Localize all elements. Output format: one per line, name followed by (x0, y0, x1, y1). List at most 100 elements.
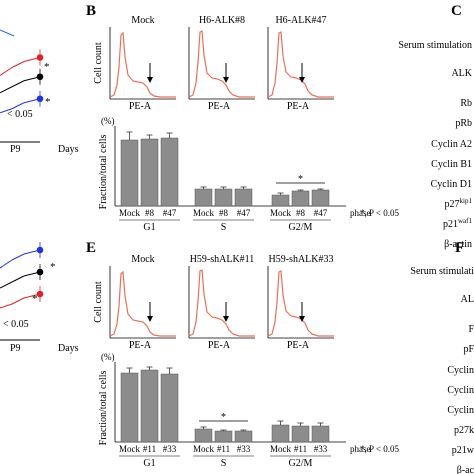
left-bottom-series-line (11, 275, 25, 283)
panel-label-f: F (455, 240, 464, 256)
panel-b-category-label: Mock (119, 208, 140, 218)
panel-b-bar (234, 188, 253, 207)
left-bottom-series-point (36, 268, 44, 276)
panel-e-category-label: #33 (314, 444, 328, 454)
panel-b-hist-xlabel: PE-A (208, 101, 231, 112)
panel-b-group-label: S (221, 222, 227, 233)
panel-e-hist-title: H59-shALK#11 (190, 254, 255, 265)
panel-e-hist-curve (109, 270, 176, 337)
panel-e-hist-xlabel: PE-A (208, 340, 231, 351)
panel-e-sig-star: * (221, 412, 226, 423)
panel-e-bar (311, 425, 330, 443)
left-top-series-line (0, 86, 13, 94)
left-top-series-line (0, 108, 13, 114)
panel-e-hist-title: Mock (131, 254, 154, 265)
panel-f-protein-label: Cyclin (447, 385, 474, 396)
panel-b-category-label: #47 (237, 208, 251, 218)
panel-e-hist-curve (267, 270, 334, 337)
panel-b-hist-xlabel: PE-A (129, 101, 152, 112)
panel-b-bar (214, 188, 233, 207)
left-top-days-label: Days (58, 144, 79, 155)
panel-e-category-label: #33 (163, 444, 177, 454)
panel-b-hist-arrowhead (147, 77, 153, 83)
left-top-series-line (0, 67, 13, 76)
panel-b-category-label: Mock (270, 208, 291, 218)
panel-e-unit-label: (%) (101, 352, 115, 362)
panel-e-category-label: Mock (193, 444, 214, 454)
panel-b-ylabel: Fraction/total cells (98, 135, 109, 210)
panel-b-bar (140, 138, 159, 207)
panel-e-hist-xlabel: PE-A (287, 340, 310, 351)
left-top-series-point (36, 73, 44, 81)
panel-f-protein-label: AL (461, 294, 474, 305)
panel-c-protein-label: β-actin (444, 239, 472, 250)
panel-e-category-label: #33 (237, 444, 251, 454)
panel-b-hist-title: Mock (131, 15, 154, 26)
panel-e-category-label: #11 (143, 444, 156, 454)
panel-e-category-label: #11 (294, 444, 307, 454)
left-bottom-sig-star: * (50, 261, 56, 273)
panel-e-hist-xlabel: PE-A (129, 340, 152, 351)
left-bottom-series-point (36, 290, 44, 298)
panel-f-protein-label: p27k (454, 425, 474, 436)
panel-e-group-label: G1 (143, 458, 155, 469)
panel-e-ylabel: Fraction/total cells (98, 371, 109, 446)
panel-e-bar (160, 373, 179, 443)
panel-f-label-serum: Serum stimulati (410, 266, 474, 277)
panel-e-hist-arrowhead (147, 316, 153, 322)
panel-b-category-label: #47 (314, 208, 328, 218)
panel-label-b: B (86, 3, 96, 19)
panel-c-protein-label: p21waf1 (443, 217, 472, 230)
panel-f-protein-label: β-ac (457, 465, 474, 474)
panel-b-hist-curve (109, 31, 176, 98)
panel-e-bar (194, 428, 213, 443)
panel-f-protein-label: Cyclin (447, 365, 474, 376)
left-top-line-panel: * * < 0.05 P9 Days (0, 29, 79, 155)
left-top-series-line (11, 80, 25, 88)
panel-b-bar (311, 189, 330, 207)
panel-f-protein-label: p21w (452, 445, 474, 456)
panel-b-xlabel: phase (350, 208, 371, 218)
panel-label-c: C (451, 3, 462, 19)
panel-b-bar (194, 188, 213, 207)
panel-b-bar (291, 190, 310, 207)
panel-e-hist-ylabel: Cell count (93, 281, 104, 323)
left-bottom-line-panel: * * < 0.05 P9 Days (0, 242, 79, 354)
panel-e-group-label: S (221, 458, 227, 469)
panel-c-protein-label: ALK (451, 68, 472, 79)
panel-b-group-label: G1 (143, 222, 155, 233)
panel-b-hist-curve (188, 30, 255, 98)
left-top-sig-star: * (44, 61, 50, 73)
panel-e-hist-curve (188, 269, 255, 337)
left-bottom-series-line (0, 281, 13, 289)
panel-b-sig-star: * (298, 174, 303, 185)
left-bottom-tick-p9: P9 (10, 343, 21, 354)
left-bottom-days-label: Days (58, 343, 79, 354)
panel-e-sig-note: *, P < 0.05 (360, 444, 399, 454)
panel-e-category-label: #11 (217, 444, 230, 454)
panel-e-category-label: Mock (270, 444, 291, 454)
left-top-series-point (36, 95, 44, 103)
left-bottom-p-note: < 0.05 (3, 319, 29, 330)
panel-f-western-blot-labels: Serum stimulati AL FpF Cyclin Cyclin Cyclin p2… (410, 266, 474, 474)
left-bottom-sig-star-2: * (32, 293, 38, 305)
panel-b-hist-title: H6-ALK#8 (199, 15, 245, 26)
panel-c-label-serum: Serum stimulation (398, 40, 472, 51)
panel-e-bar (291, 425, 310, 443)
panel-c-protein-label: p27kip1 (445, 197, 473, 210)
panel-b-hist-ylabel: Cell count (93, 42, 104, 84)
panel-e-bar (271, 424, 290, 443)
left-bottom-series-line (11, 297, 25, 305)
panel-e-xlabel: phase (350, 444, 371, 454)
panel-b-histograms: Mock PE-A H6-ALK#8 PE-A H6-ALK#47 PE-A Cell co… (93, 15, 334, 112)
left-bottom-series-line (11, 253, 25, 261)
panel-b-unit-label: (%) (101, 116, 115, 126)
panel-c-protein-label: Cyclin A2 (431, 139, 472, 150)
left-top-axis-fragment (0, 29, 15, 37)
panel-b-category-label: Mock (193, 208, 214, 218)
left-bottom-series-point (36, 246, 44, 254)
panel-b-sig-note: *, P < 0.05 (360, 208, 399, 218)
panel-e-histograms: Mock PE-A H59-shALK#11 PE-A H59-shALK#33 PE-A… (93, 254, 334, 351)
